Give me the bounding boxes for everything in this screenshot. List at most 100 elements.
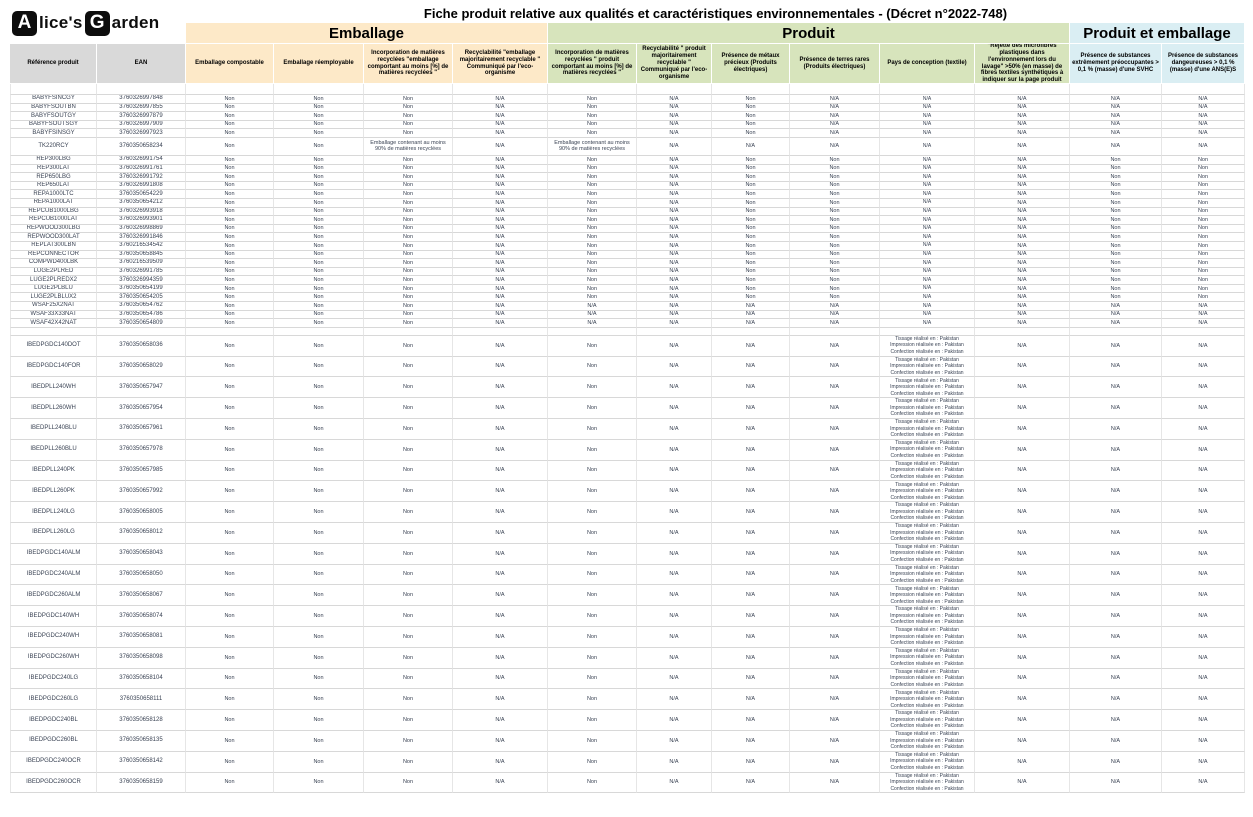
column-header: Incorporation de matières recyclées " pr…	[548, 44, 637, 84]
value-cell: Tissage réalisé en : Pakistan Impression…	[880, 398, 975, 420]
value-cell: N/A	[975, 606, 1070, 627]
value-cell: N/A	[790, 356, 880, 378]
value-cell	[712, 327, 790, 336]
table-row: REP300LAT 3760326991761 Non Non Non N/A Non N/A…	[10, 164, 1245, 174]
value-cell: N/A	[637, 356, 712, 378]
value-cell: N/A	[1162, 751, 1245, 773]
value-cell: Non	[548, 751, 637, 773]
value-cell: Non	[548, 155, 637, 165]
value-cell: N/A	[1070, 730, 1162, 752]
ean-cell: 3760350657985	[97, 460, 186, 482]
value-cell: Non	[548, 398, 637, 420]
value-cell: Non	[364, 627, 453, 648]
value-cell: Tissage réalisé en : Pakistan Impression…	[880, 335, 975, 357]
ean-cell: 3760350658128	[97, 710, 186, 731]
value-cell: N/A	[637, 398, 712, 420]
value-cell: N/A	[637, 95, 712, 104]
value-cell: N/A	[880, 112, 975, 121]
value-cell: Non	[274, 319, 364, 328]
value-cell: N/A	[975, 216, 1070, 225]
value-cell	[975, 327, 1070, 336]
value-cell: N/A	[790, 606, 880, 627]
value-cell: Non	[274, 250, 364, 260]
value-cell: Non	[1070, 190, 1162, 199]
value-cell: Non	[364, 481, 453, 503]
value-cell: N/A	[975, 103, 1070, 113]
ref-cell: BABYFSOUTGY	[10, 112, 97, 121]
value-cell: N/A	[975, 95, 1070, 104]
ean-cell: 3760216539509	[97, 259, 186, 268]
value-cell: Non	[364, 543, 453, 565]
value-cell: Non	[790, 276, 880, 285]
value-cell: Non	[186, 356, 274, 378]
table-row: COMPWD400LBK 3760216539509 Non Non Non N/A Non…	[10, 259, 1245, 268]
value-cell: N/A	[1070, 302, 1162, 311]
value-cell: N/A	[712, 543, 790, 565]
value-cell: N/A	[880, 241, 975, 251]
value-cell: N/A	[712, 751, 790, 773]
group-header-produit-et-emballage: Produit et emballage	[1070, 23, 1245, 44]
value-cell: N/A	[712, 356, 790, 378]
value-cell: Non	[1162, 198, 1245, 208]
value-cell: Non	[548, 276, 637, 285]
value-cell: Non	[274, 564, 364, 586]
value-cell: Non	[274, 439, 364, 461]
value-cell: N/A	[880, 164, 975, 174]
value-cell: Non	[274, 668, 364, 690]
value-cell: N/A	[975, 112, 1070, 121]
value-cell: N/A	[1162, 668, 1245, 690]
value-cell: N/A	[975, 710, 1070, 731]
value-cell: N/A	[1070, 103, 1162, 113]
value-cell: Non	[274, 751, 364, 773]
table-row: IBEDPGDC140FOR 3760350658029 Non Non Non N/A N…	[10, 356, 1245, 378]
value-cell: Non	[364, 439, 453, 461]
ean-cell: 3760350658043	[97, 543, 186, 565]
value-cell: N/A	[880, 267, 975, 277]
value-cell: Non	[712, 241, 790, 251]
value-cell: Non	[186, 502, 274, 524]
value-cell: N/A	[1070, 95, 1162, 104]
value-cell: Non	[712, 173, 790, 182]
value-cell: N/A	[637, 233, 712, 242]
ref-cell: IBEDPGDC260BL	[10, 730, 97, 752]
value-cell: N/A	[790, 585, 880, 607]
value-cell: Non	[790, 173, 880, 182]
value-cell: Non	[712, 112, 790, 121]
value-cell: N/A	[712, 564, 790, 586]
value-cell: Non	[712, 155, 790, 165]
value-cell: N/A	[1070, 585, 1162, 607]
ean-cell: 3760326991846	[97, 233, 186, 242]
value-cell: N/A	[790, 751, 880, 773]
value-cell: N/A	[453, 419, 548, 440]
value-cell: N/A	[1070, 398, 1162, 420]
value-cell: Tissage réalisé en : Pakistan Impression…	[880, 502, 975, 524]
value-cell: Non	[274, 267, 364, 277]
ref-cell: IBEDPLL240WH	[10, 377, 97, 399]
value-cell: Tissage réalisé en : Pakistan Impression…	[880, 647, 975, 669]
value-cell: N/A	[975, 267, 1070, 277]
value-cell: Non	[548, 730, 637, 752]
ean-cell: 3760326991785	[97, 267, 186, 277]
value-cell: Non	[712, 164, 790, 174]
value-cell: N/A	[880, 207, 975, 217]
value-cell: N/A	[975, 198, 1070, 208]
value-cell: N/A	[975, 137, 1070, 156]
value-cell: Non	[712, 259, 790, 268]
value-cell: N/A	[637, 250, 712, 260]
ref-cell: IBEDPGDC260LG	[10, 689, 97, 711]
ref-cell: REPCUB1000LBG	[10, 207, 97, 217]
value-cell: Non	[1162, 190, 1245, 199]
value-cell: Non	[274, 293, 364, 303]
value-cell: Non	[1162, 267, 1245, 277]
value-cell: Non	[1162, 216, 1245, 225]
value-cell: Non	[1070, 207, 1162, 217]
value-cell: Non	[274, 164, 364, 174]
value-cell: Non	[1162, 224, 1245, 234]
value-cell: N/A	[453, 173, 548, 182]
value-cell: N/A	[453, 95, 548, 104]
value-cell: Non	[274, 259, 364, 268]
product-table: Référence produit EAN Emballage compostabl…	[10, 44, 1245, 794]
value-cell: N/A	[790, 335, 880, 357]
value-cell: N/A	[790, 730, 880, 752]
ean-cell: 3760350654809	[97, 319, 186, 328]
